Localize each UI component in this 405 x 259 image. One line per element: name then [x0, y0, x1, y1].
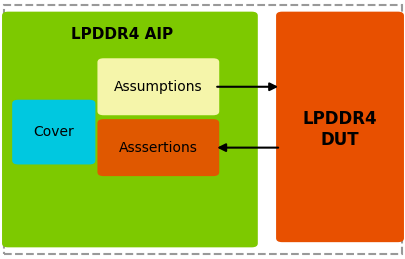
Text: Cover: Cover — [34, 125, 74, 139]
Text: Asssertions: Asssertions — [119, 141, 197, 155]
FancyBboxPatch shape — [275, 12, 403, 242]
Text: LPDDR4 AIP: LPDDR4 AIP — [71, 27, 173, 42]
FancyBboxPatch shape — [12, 100, 95, 164]
FancyBboxPatch shape — [97, 58, 219, 115]
Text: LPDDR4
DUT: LPDDR4 DUT — [302, 110, 377, 149]
FancyBboxPatch shape — [2, 12, 257, 247]
FancyBboxPatch shape — [97, 119, 219, 176]
Text: Assumptions: Assumptions — [114, 80, 202, 94]
